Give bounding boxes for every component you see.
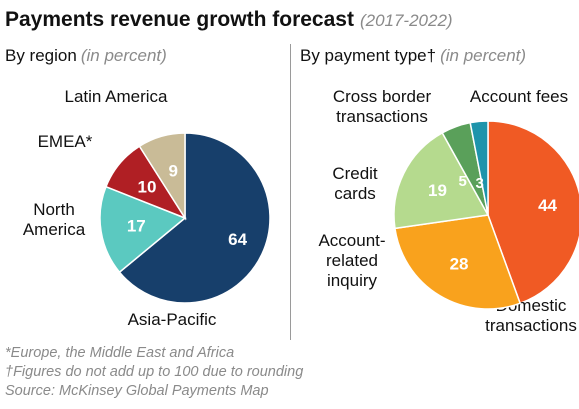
category-label-credit-cards: Credit cards: [332, 164, 378, 203]
footnote-rounding: †Figures do not add up to 100 due to rou…: [5, 364, 304, 380]
data-label-domestic-transactions: 44: [538, 196, 557, 215]
footnotes: *Europe, the Middle East and Africa †Fig…: [5, 344, 303, 401]
pie-slice-account-fees: [469, 120, 489, 216]
category-label-latin-america: Latin America: [65, 87, 169, 106]
category-label-account-fees: Account fees: [470, 87, 568, 106]
pie-slice-north-america: [99, 185, 187, 274]
region-panel-title: By region (in percent): [5, 46, 167, 66]
pie-slice-account-related-inquiry: [394, 214, 522, 310]
footnote-emea: *Europe, the Middle East and Africa: [5, 345, 235, 361]
category-label-cross-border-transactions: Cross border transactions: [333, 87, 432, 126]
data-label-north-america: 17: [127, 217, 146, 236]
data-label-asia-pacific: 64: [228, 230, 247, 249]
data-label-emea: 10: [138, 178, 157, 197]
pie-slice-credit-cards: [393, 131, 490, 230]
payment-type-panel-title: By payment type† (in percent): [300, 46, 526, 66]
pie-slice-latin-america: [138, 132, 186, 221]
region-panel-heading: By region: [5, 46, 77, 65]
chart-title-row: Payments revenue growth forecast (2017-20…: [5, 8, 453, 32]
data-label-account-related-inquiry: 28: [450, 254, 469, 273]
chart-title: Payments revenue growth forecast: [5, 8, 354, 31]
chart-years: (2017-2022): [359, 11, 453, 30]
data-label-cross-border-transactions: 5: [459, 173, 467, 190]
payment-type-panel-unit: (in percent): [440, 46, 527, 65]
payment-type-panel-heading: By payment type†: [300, 46, 437, 65]
footnote-source: Source: McKinsey Global Payments Map: [5, 383, 269, 399]
category-label-emea: EMEA*: [38, 132, 93, 151]
category-label-asia-pacific: Asia-Pacific: [128, 310, 217, 329]
data-label-account-fees: 3: [475, 175, 483, 192]
data-label-credit-cards: 19: [428, 181, 447, 200]
category-label-account-related-inquiry: Account-related inquiry: [318, 231, 385, 290]
category-label-north-america: North America: [23, 200, 86, 239]
panel-divider: [290, 44, 291, 340]
data-label-latin-america: 9: [169, 162, 178, 181]
pie-slice-asia-pacific: [118, 132, 271, 304]
pie-slice-domestic-transactions: [487, 120, 579, 305]
region-panel-unit: (in percent): [80, 46, 167, 65]
